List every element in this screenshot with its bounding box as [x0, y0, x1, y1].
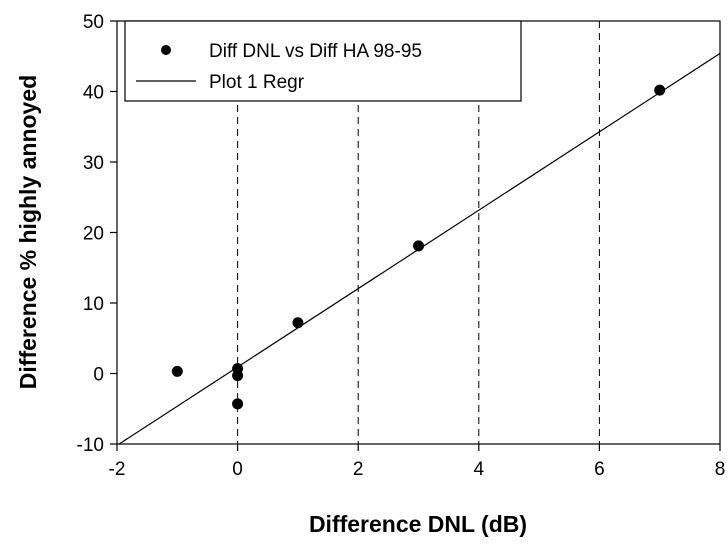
y-tick-label-30: 30: [83, 153, 104, 174]
y-tick-label-0: 0: [93, 365, 104, 386]
data-point: [654, 84, 666, 96]
y-tick-label-50: 50: [83, 12, 104, 33]
legend-marker-scatter: [161, 45, 171, 55]
data-point: [232, 398, 244, 410]
legend-box: [124, 20, 522, 102]
plot-area: -2 0 2 4 6 8 -10 0 10 20 30 40 50: [77, 12, 726, 480]
data-point: [413, 240, 424, 252]
y-axis-title: Difference % highly annoyed: [15, 75, 41, 389]
x-axis-title: Difference DNL (dB): [309, 511, 527, 537]
x-tick-label-8: 8: [715, 459, 726, 480]
y-tick-label-10: 10: [83, 294, 104, 315]
x-tick-label-4: 4: [474, 459, 485, 480]
x-tick-label-2: 2: [353, 459, 364, 480]
x-tick-label-6: 6: [594, 459, 605, 480]
x-tick-label--2: -2: [109, 459, 126, 480]
y-tick-label-20: 20: [83, 224, 104, 245]
y-tick-label-40: 40: [83, 83, 104, 104]
legend-label-scatter: Diff DNL vs Diff HA 98-95: [209, 41, 422, 62]
y-tick-label--10: -10: [77, 435, 104, 456]
data-point: [292, 317, 304, 329]
data-point: [232, 370, 244, 382]
x-tick-label-0: 0: [232, 459, 243, 480]
legend: Diff DNL vs Diff HA 98-95 Plot 1 Regr: [124, 20, 522, 102]
data-point: [171, 365, 183, 377]
legend-label-line: Plot 1 Regr: [209, 72, 305, 93]
